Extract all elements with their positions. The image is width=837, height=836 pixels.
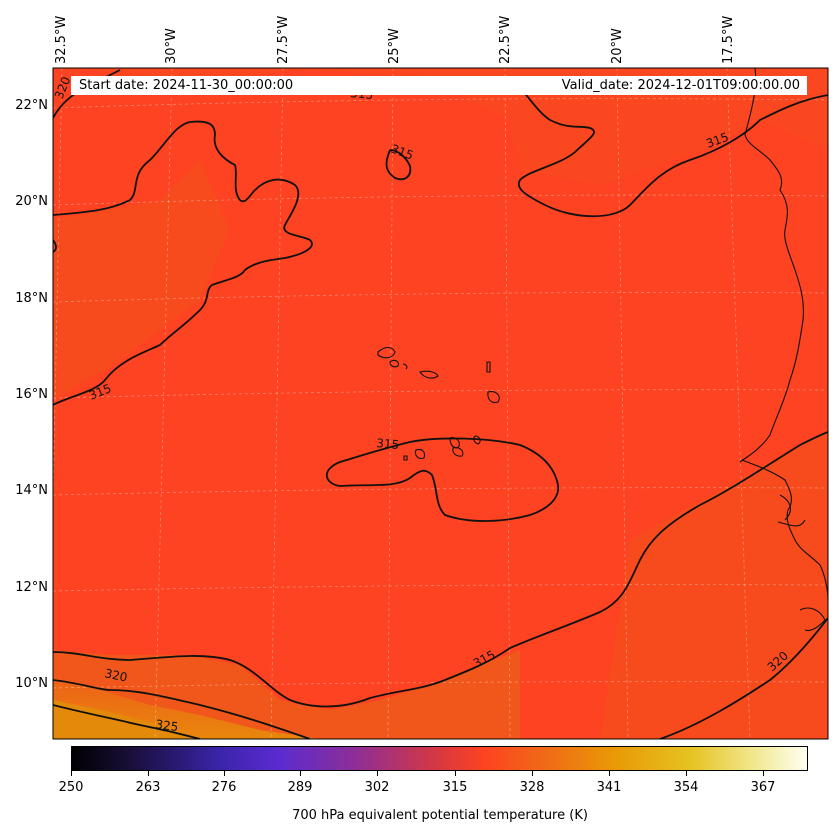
colorbar-tick-label: 328 [519, 780, 545, 795]
start-date: Start date: 2024-11-30_00:00:00 [79, 78, 294, 93]
contour-315 [53, 77, 828, 708]
colorbar-tick-label: 250 [58, 780, 84, 795]
colorbar-tick [455, 771, 456, 776]
lat-label: 20°N [15, 194, 48, 209]
plot-frame [52, 67, 829, 740]
date-bar: Start date: 2024-11-30_00:00:00 Valid_da… [71, 76, 807, 95]
contour-label: 320 [103, 666, 128, 684]
field-patch [53, 160, 230, 400]
colorbar-tick [763, 771, 764, 776]
lon-label: 25°W [387, 28, 402, 64]
colorbar-tick [148, 771, 149, 776]
lon-label: 22.5°W [498, 15, 513, 64]
field-patch [600, 430, 828, 739]
colorbar-tick-label: 302 [364, 780, 390, 795]
valid-date: Valid_date: 2024-12-01T09:00:00.00 [561, 78, 800, 93]
colorbar [71, 746, 808, 771]
colorbar-tick-label: 367 [750, 780, 776, 795]
colorbar-tick [300, 771, 301, 776]
colorbar-tick [377, 771, 378, 776]
colorbar-tick-label: 354 [673, 780, 699, 795]
lat-label: 14°N [15, 483, 48, 498]
lat-label: 22°N [15, 98, 48, 113]
colorbar-tick [532, 771, 533, 776]
contour-label: 325 [155, 717, 180, 734]
colorbar-tick [686, 771, 687, 776]
field-patch [53, 68, 828, 185]
lat-label: 16°N [15, 387, 48, 402]
colorbar-tick-label: 263 [135, 780, 161, 795]
colorbar-tick-label: 341 [596, 780, 622, 795]
lon-label: 27.5°W [276, 15, 291, 64]
lat-label: 12°N [15, 580, 48, 595]
colorbar-tick [71, 771, 72, 776]
lon-label: 30°W [164, 28, 179, 64]
coastline [377, 68, 828, 632]
colorbar-tick-label: 315 [442, 780, 468, 795]
colorbar-tick-label: 276 [211, 780, 237, 795]
lon-label: 20°W [610, 28, 625, 64]
lon-label: 17.5°W [721, 15, 736, 64]
colorbar-title: 700 hPa equivalent potential temperature… [292, 808, 588, 823]
lat-label: 10°N [15, 676, 48, 691]
lon-label: 32.5°W [54, 15, 69, 64]
colorbar-tick [609, 771, 610, 776]
colorbar-tick-label: 289 [287, 780, 313, 795]
lat-label: 18°N [15, 291, 48, 306]
contour-label: 315 [376, 436, 400, 452]
graticule [53, 68, 828, 739]
colorbar-tick [224, 771, 225, 776]
